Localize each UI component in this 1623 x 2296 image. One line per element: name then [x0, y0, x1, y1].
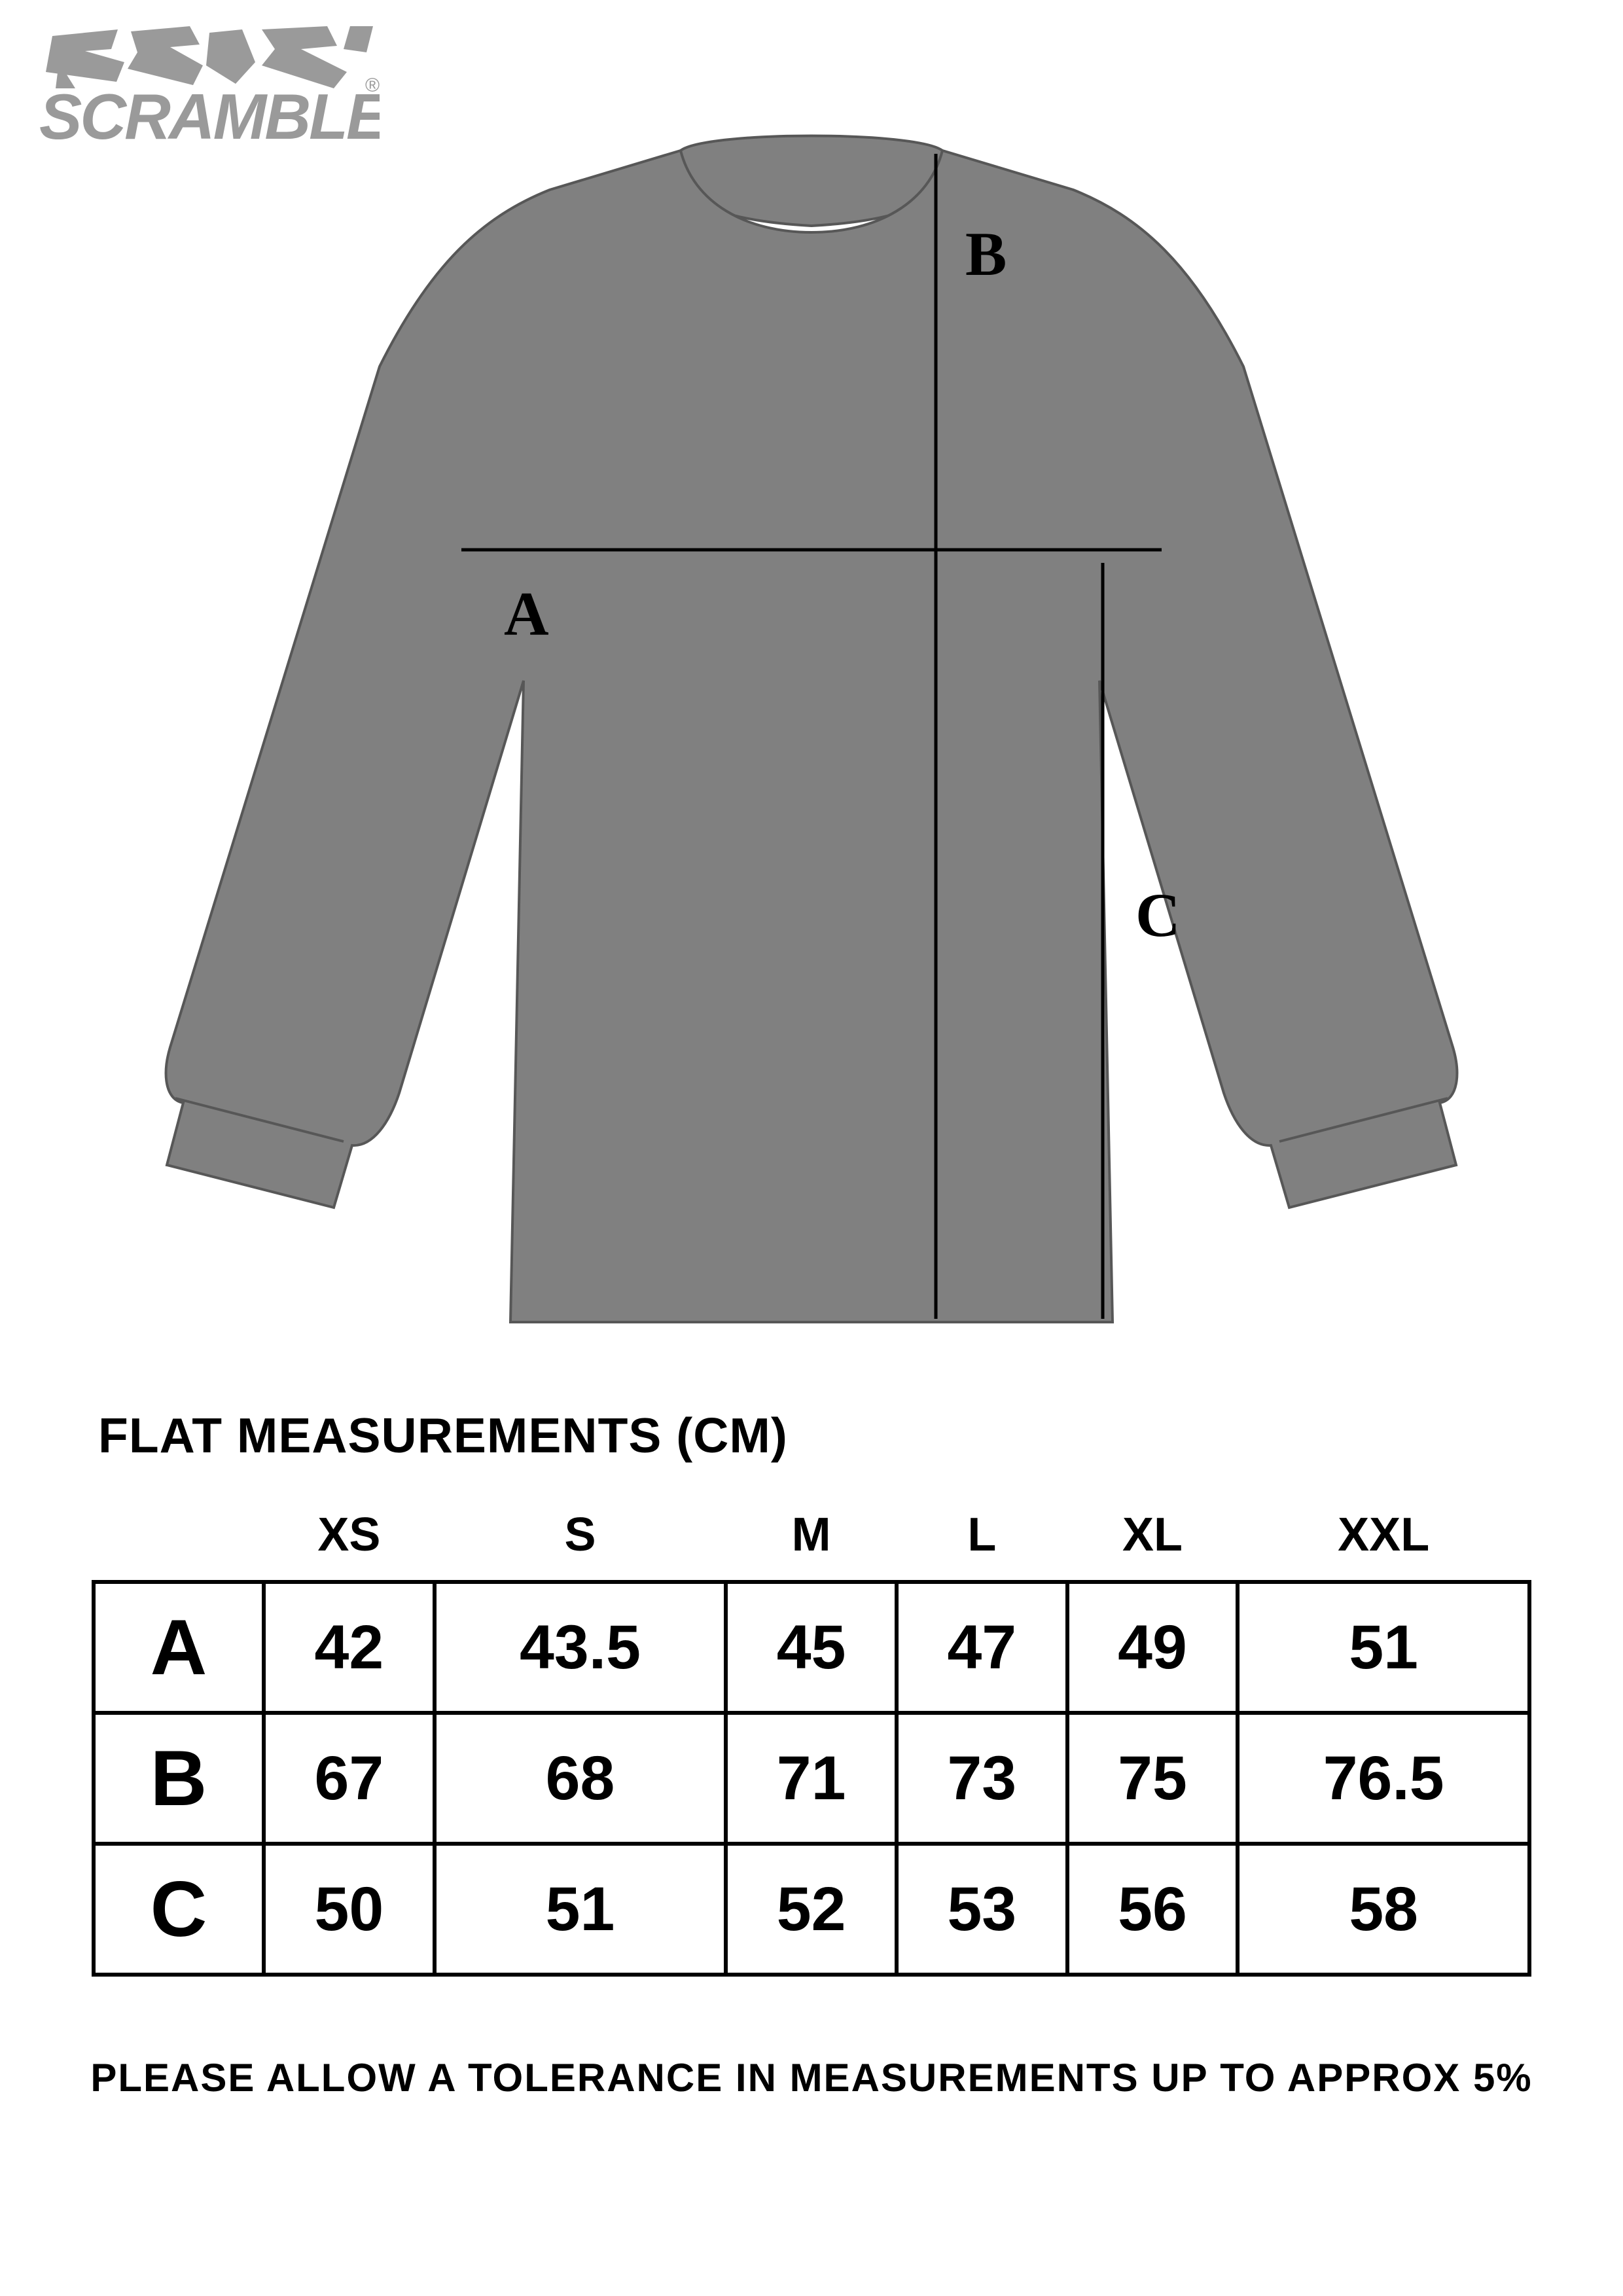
cell: 45 — [726, 1582, 897, 1713]
cell: 56 — [1067, 1844, 1238, 1975]
row-label-c: C — [94, 1844, 264, 1975]
row-label-a: A — [94, 1582, 264, 1713]
col-xxl: XXL — [1238, 1496, 1529, 1582]
tolerance-note: PLEASE ALLOW A TOLERANCE IN MEASUREMENTS… — [85, 2055, 1538, 2100]
col-xs: XS — [264, 1496, 435, 1582]
cell: 51 — [1238, 1582, 1529, 1713]
row-label-b: B — [94, 1713, 264, 1844]
garment-diagram: A B C — [85, 52, 1538, 1401]
diagram-label-c: C — [1135, 880, 1181, 950]
cell: 47 — [897, 1582, 1067, 1713]
diagram-label-a: A — [504, 579, 549, 649]
cell: 58 — [1238, 1844, 1529, 1975]
col-xl: XL — [1067, 1496, 1238, 1582]
cell: 52 — [726, 1844, 897, 1975]
table-header-row: XS S M L XL XXL — [94, 1496, 1529, 1582]
col-s: S — [435, 1496, 726, 1582]
table-row: B 67 68 71 73 75 76.5 — [94, 1713, 1529, 1844]
diagram-label-b: B — [965, 219, 1007, 289]
cell: 42 — [264, 1582, 435, 1713]
cell: 43.5 — [435, 1582, 726, 1713]
cell: 51 — [435, 1844, 726, 1975]
cell: 49 — [1067, 1582, 1238, 1713]
table-row: C 50 51 52 53 56 58 — [94, 1844, 1529, 1975]
cell: 68 — [435, 1713, 726, 1844]
cell: 75 — [1067, 1713, 1238, 1844]
cell: 53 — [897, 1844, 1067, 1975]
cell: 67 — [264, 1713, 435, 1844]
measurements-table: XS S M L XL XXL A 42 43.5 45 47 49 51 B … — [92, 1496, 1531, 1977]
cell: 71 — [726, 1713, 897, 1844]
cell: 50 — [264, 1844, 435, 1975]
table-row: A 42 43.5 45 47 49 51 — [94, 1582, 1529, 1713]
section-title: FLAT MEASUREMENTS (CM) — [98, 1407, 1538, 1463]
cell: 76.5 — [1238, 1713, 1529, 1844]
cell: 73 — [897, 1713, 1067, 1844]
col-m: M — [726, 1496, 897, 1582]
size-chart-page: SCRAMBLE ® A B C FLAT MEASUREMENT — [0, 0, 1623, 2296]
garment-silhouette: A B C — [92, 92, 1531, 1374]
col-l: L — [897, 1496, 1067, 1582]
